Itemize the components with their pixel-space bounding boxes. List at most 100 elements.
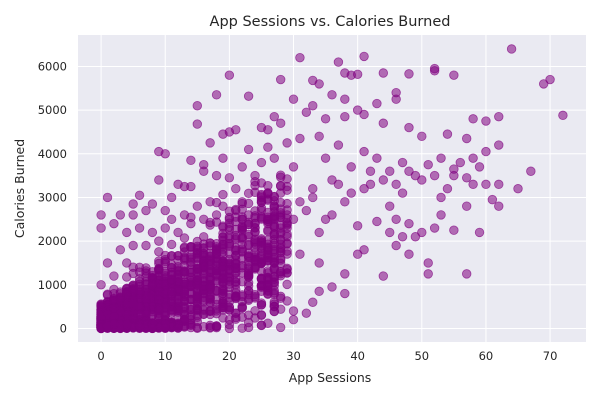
data-point: [468, 114, 478, 124]
data-point: [218, 189, 228, 200]
data-point: [314, 227, 324, 238]
data-point: [320, 214, 331, 224]
data-point: [327, 210, 337, 220]
data-point: [115, 245, 126, 255]
data-point: [224, 173, 235, 183]
data-point: [205, 197, 215, 207]
data-point: [154, 175, 164, 185]
data-point: [320, 114, 331, 124]
data-point: [288, 214, 299, 224]
data-point: [205, 238, 215, 248]
data-point: [134, 321, 145, 332]
data-point: [494, 179, 504, 190]
data-point: [282, 279, 292, 290]
data-point: [308, 101, 318, 111]
data-point: [423, 258, 433, 268]
x-tick-label: 20: [222, 349, 237, 363]
data-point: [436, 210, 446, 220]
data-point: [295, 249, 305, 259]
data-point: [218, 274, 228, 284]
data-point: [269, 240, 279, 251]
data-point: [404, 218, 414, 229]
x-tick-label: 70: [543, 349, 558, 363]
y-axis-ticks: 0 1000 2000 3000 4000 5000 6000: [38, 59, 67, 335]
data-point: [269, 201, 279, 211]
data-point: [301, 308, 312, 318]
data-point: [166, 263, 177, 273]
data-point: [192, 312, 203, 323]
data-point: [391, 214, 401, 224]
data-point: [359, 245, 369, 255]
data-point: [224, 264, 235, 275]
data-point: [378, 271, 389, 281]
data-point: [115, 210, 126, 220]
data-point: [385, 166, 395, 176]
data-points: [96, 44, 568, 334]
data-point: [417, 227, 427, 238]
data-point: [449, 225, 459, 235]
data-point: [275, 223, 286, 233]
data-point: [218, 129, 228, 139]
data-point: [340, 269, 350, 279]
data-point: [352, 249, 363, 259]
data-point: [134, 223, 145, 233]
data-point: [122, 272, 132, 282]
data-point: [513, 184, 523, 194]
data-point: [327, 175, 337, 185]
data-point: [397, 232, 408, 242]
data-point: [263, 286, 273, 297]
data-point: [147, 323, 158, 333]
data-point: [205, 254, 215, 264]
x-tick-label: 10: [158, 349, 173, 363]
data-point: [256, 205, 267, 216]
data-point: [372, 153, 382, 163]
data-point: [122, 319, 132, 329]
data-point: [96, 301, 106, 312]
data-point: [461, 201, 472, 211]
y-tick-label: 3000: [38, 190, 67, 204]
data-point: [243, 210, 254, 220]
data-point: [288, 94, 299, 104]
data-point: [237, 263, 247, 273]
data-point: [423, 269, 433, 279]
data-point: [256, 273, 267, 283]
data-point: [346, 162, 356, 172]
x-axis-ticks: 0 10 20 30 40 50 60 70: [97, 349, 557, 363]
data-point: [378, 118, 389, 128]
data-point: [250, 227, 260, 237]
data-point: [263, 188, 273, 198]
data-point: [128, 199, 138, 209]
data-point: [96, 280, 106, 290]
data-point: [96, 223, 106, 233]
data-point: [218, 153, 228, 163]
data-point: [218, 288, 228, 299]
y-tick-label: 2000: [38, 234, 67, 248]
data-point: [494, 111, 504, 122]
data-point: [417, 175, 427, 185]
data-point: [134, 190, 145, 200]
data-point: [128, 298, 138, 309]
data-point: [481, 179, 491, 190]
data-point: [275, 74, 286, 85]
y-tick-label: 4000: [38, 147, 67, 161]
data-point: [243, 240, 254, 251]
data-point: [365, 179, 376, 190]
data-point: [224, 224, 235, 235]
data-point: [558, 110, 568, 121]
data-point: [166, 214, 177, 224]
data-point: [250, 218, 260, 229]
data-point: [147, 279, 158, 290]
data-point: [385, 201, 395, 211]
chart-title: App Sessions vs. Calories Burned: [210, 14, 451, 30]
data-point: [134, 262, 145, 273]
data-point: [455, 157, 465, 168]
data-point: [429, 66, 440, 76]
data-point: [346, 188, 356, 198]
data-point: [231, 125, 241, 135]
data-point: [237, 214, 247, 225]
data-point: [410, 170, 421, 181]
data-point: [340, 197, 350, 207]
data-point: [199, 166, 209, 176]
data-point: [295, 133, 305, 144]
data-point: [231, 277, 241, 287]
